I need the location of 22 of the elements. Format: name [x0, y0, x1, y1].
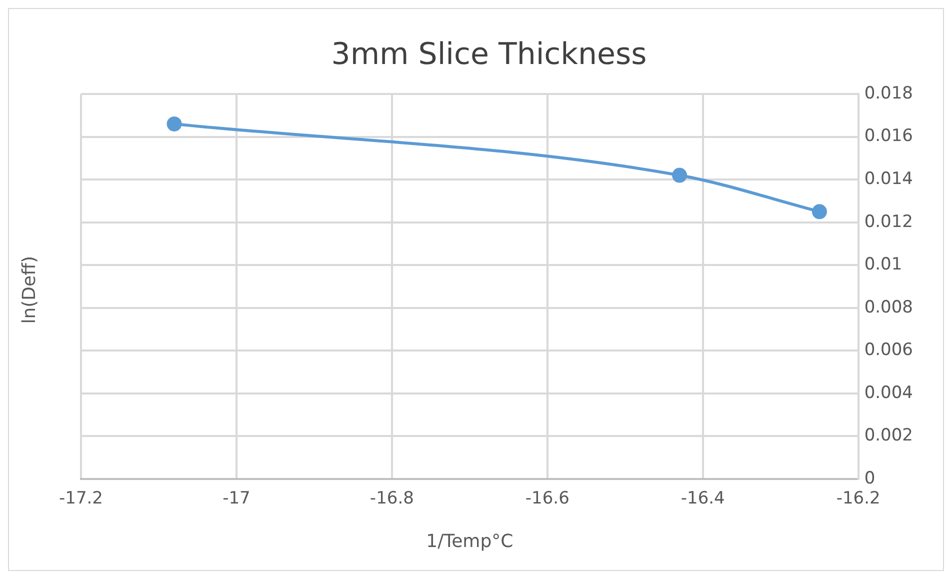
point [672, 168, 688, 183]
y-tick-label: 0.01 [864, 254, 902, 275]
y-tick-label: 0.008 [864, 297, 914, 318]
y-tick-label: 0.004 [864, 382, 914, 403]
x-tick-label: -16.6 [525, 488, 570, 509]
chart-title: 3mm Slice Thickness [331, 36, 647, 72]
y-tick-label: 0.016 [864, 126, 914, 146]
y-tick-label: 0.014 [864, 168, 914, 189]
y-axis-title: ln(Deff) [18, 256, 40, 324]
y-tick-label: 0 [864, 468, 876, 488]
y-tick-label: 0.006 [864, 340, 914, 360]
point [812, 204, 827, 220]
x-tick-label: -17.2 [58, 488, 103, 509]
y-tick-label: 0.002 [864, 426, 914, 446]
x-tick-label: -16.8 [370, 488, 414, 509]
x-axis-title: 1/Temp°C [426, 530, 514, 552]
y-tick-label: 0.012 [864, 212, 914, 232]
x-tick-label: -16.4 [680, 488, 725, 509]
x-tick-label: -16.2 [836, 488, 880, 509]
point [166, 116, 182, 132]
y-tick-label: 0.018 [864, 83, 914, 104]
x-tick-label: -17 [222, 488, 250, 509]
